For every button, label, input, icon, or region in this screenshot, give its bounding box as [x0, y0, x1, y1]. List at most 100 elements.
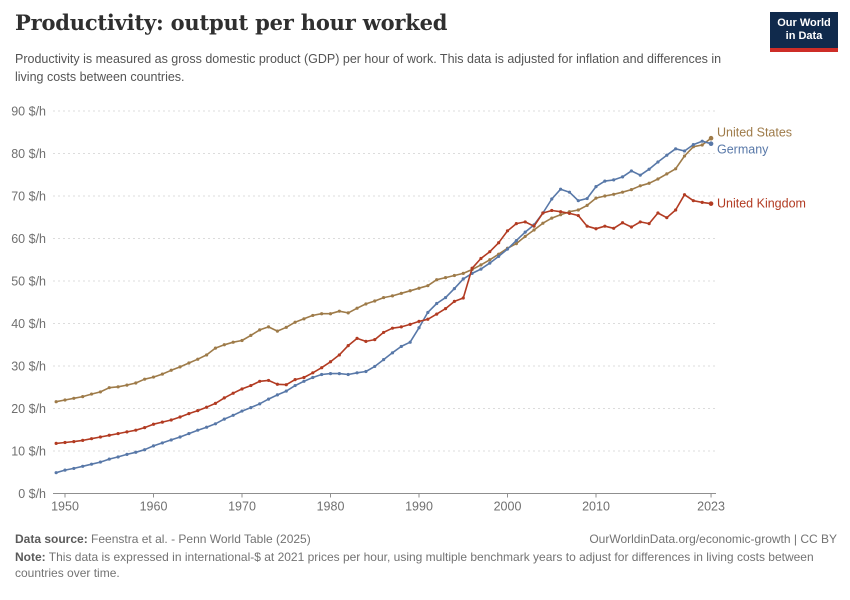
data-point-united-states-1976[interactable]	[293, 320, 297, 324]
data-point-germany-2002[interactable]	[523, 230, 527, 234]
data-point-united-states-1979[interactable]	[320, 312, 324, 316]
chart-canvas[interactable]: 0 $/h 10 $/h 20 $/h 30 $/h 40 $/h 50 $/h 60 $/…	[0, 95, 850, 530]
data-point-united-states-2012[interactable]	[612, 192, 616, 196]
data-point-united-states-2015[interactable]	[638, 184, 642, 188]
data-point-united-kingdom-1977[interactable]	[302, 375, 306, 380]
data-point-united-states-2022[interactable]	[700, 143, 704, 147]
data-point-germany-1959[interactable]	[143, 448, 147, 452]
data-point-united-states-2018[interactable]	[665, 172, 669, 176]
data-point-united-kingdom-1988[interactable]	[399, 325, 403, 329]
data-point-germany-2013[interactable]	[620, 175, 625, 179]
data-point-united-states-1973[interactable]	[266, 325, 271, 329]
data-point-united-states-1995[interactable]	[461, 271, 465, 275]
data-point-united-states-2020[interactable]	[682, 154, 687, 158]
data-point-united-kingdom-1961[interactable]	[160, 420, 164, 424]
data-point-united-states-1963[interactable]	[178, 365, 182, 369]
data-point-germany-1957[interactable]	[125, 452, 129, 456]
series-label-united-kingdom[interactable]: United Kingdom	[717, 197, 806, 211]
data-point-united-kingdom-2022[interactable]	[700, 200, 704, 204]
data-point-united-states-2023[interactable]	[708, 135, 714, 141]
data-point-germany-2010[interactable]	[594, 185, 598, 189]
data-point-united-kingdom-1963[interactable]	[178, 415, 182, 419]
data-point-united-states-1966[interactable]	[205, 353, 209, 357]
data-point-germany-1955[interactable]	[107, 457, 111, 461]
data-point-united-kingdom-2017[interactable]	[656, 211, 660, 215]
data-point-germany-1976[interactable]	[293, 383, 297, 388]
data-point-united-kingdom-1994[interactable]	[452, 299, 456, 303]
data-point-united-states-1968[interactable]	[222, 343, 226, 347]
data-point-germany-1981[interactable]	[337, 372, 341, 376]
data-point-germany-2007[interactable]	[567, 190, 572, 194]
data-point-united-kingdom-1970[interactable]	[240, 387, 244, 391]
data-point-united-states-1962[interactable]	[169, 368, 173, 372]
data-point-germany-1995[interactable]	[461, 277, 465, 281]
data-point-germany-2011[interactable]	[603, 179, 607, 183]
data-point-united-states-1969[interactable]	[231, 340, 235, 344]
data-point-united-states-1987[interactable]	[390, 294, 395, 298]
data-point-united-states-1952[interactable]	[81, 395, 85, 399]
data-point-germany-1950[interactable]	[63, 468, 67, 472]
data-point-united-states-1993[interactable]	[443, 276, 448, 280]
data-point-united-states-1977[interactable]	[302, 317, 306, 321]
series-label-united-states[interactable]: United States	[717, 125, 792, 139]
data-point-germany-2020[interactable]	[682, 149, 687, 153]
data-point-germany-1991[interactable]	[426, 310, 430, 315]
data-point-united-states-2009[interactable]	[585, 203, 589, 207]
data-point-united-kingdom-1990[interactable]	[417, 319, 421, 323]
data-point-united-states-1960[interactable]	[151, 375, 156, 379]
data-point-united-kingdom-1972[interactable]	[258, 379, 262, 383]
data-point-united-states-2008[interactable]	[576, 208, 580, 212]
data-point-united-states-1956[interactable]	[116, 385, 120, 389]
data-point-united-kingdom-2010[interactable]	[594, 227, 598, 231]
data-point-united-states-1953[interactable]	[89, 392, 94, 396]
data-point-germany-1962[interactable]	[169, 438, 173, 442]
data-point-germany-2014[interactable]	[629, 169, 634, 173]
data-point-united-kingdom-1975[interactable]	[284, 383, 288, 387]
data-point-germany-1994[interactable]	[452, 287, 456, 291]
data-point-germany-2016[interactable]	[647, 167, 651, 171]
data-point-germany-1970[interactable]	[240, 409, 244, 413]
data-point-united-kingdom-1985[interactable]	[373, 338, 377, 342]
data-point-united-kingdom-1978[interactable]	[311, 371, 315, 375]
data-point-united-kingdom-1952[interactable]	[81, 438, 85, 442]
data-point-united-kingdom-2018[interactable]	[665, 216, 669, 220]
data-point-united-kingdom-1998[interactable]	[488, 250, 492, 254]
data-point-united-states-1985[interactable]	[373, 299, 377, 303]
data-point-united-kingdom-1981[interactable]	[337, 353, 341, 357]
data-point-germany-1988[interactable]	[399, 344, 403, 349]
data-point-united-kingdom-1969[interactable]	[231, 391, 235, 395]
data-point-united-states-1949[interactable]	[54, 400, 58, 404]
data-point-germany-1985[interactable]	[373, 364, 377, 369]
data-point-united-states-1967[interactable]	[213, 346, 218, 350]
data-point-united-kingdom-1997[interactable]	[479, 256, 483, 261]
data-point-united-states-1964[interactable]	[187, 361, 191, 365]
data-point-united-kingdom-2004[interactable]	[541, 211, 545, 215]
data-point-united-states-2016[interactable]	[647, 181, 651, 185]
data-point-germany-1967[interactable]	[213, 422, 218, 426]
data-point-germany-1952[interactable]	[81, 464, 85, 468]
data-point-united-states-2017[interactable]	[656, 177, 660, 181]
data-point-united-kingdom-1964[interactable]	[187, 412, 191, 416]
data-point-united-kingdom-2001[interactable]	[514, 222, 518, 226]
data-point-united-states-1986[interactable]	[382, 295, 386, 300]
data-point-united-kingdom-1949[interactable]	[54, 441, 58, 445]
data-point-united-states-2010[interactable]	[594, 196, 598, 200]
data-point-germany-2017[interactable]	[656, 160, 660, 164]
data-point-united-states-1961[interactable]	[160, 372, 164, 376]
data-point-united-kingdom-2002[interactable]	[523, 220, 527, 224]
data-point-united-kingdom-1987[interactable]	[390, 326, 395, 330]
owid-link[interactable]: OurWorldinData.org/economic-growth | CC …	[589, 532, 837, 546]
data-point-united-states-1982[interactable]	[346, 311, 350, 315]
data-point-united-kingdom-1989[interactable]	[408, 322, 412, 326]
data-point-united-states-1980[interactable]	[328, 312, 333, 316]
data-point-germany-1965[interactable]	[196, 428, 200, 432]
data-point-united-states-1989[interactable]	[408, 289, 412, 293]
data-point-germany-2000[interactable]	[505, 247, 510, 251]
data-point-united-states-1978[interactable]	[311, 313, 315, 318]
data-point-germany-1984[interactable]	[364, 369, 368, 374]
data-point-united-states-1981[interactable]	[337, 309, 341, 313]
data-point-germany-1953[interactable]	[89, 462, 94, 466]
data-point-germany-1971[interactable]	[249, 406, 253, 410]
data-point-united-kingdom-1958[interactable]	[134, 428, 138, 432]
data-point-germany-1975[interactable]	[284, 389, 288, 393]
